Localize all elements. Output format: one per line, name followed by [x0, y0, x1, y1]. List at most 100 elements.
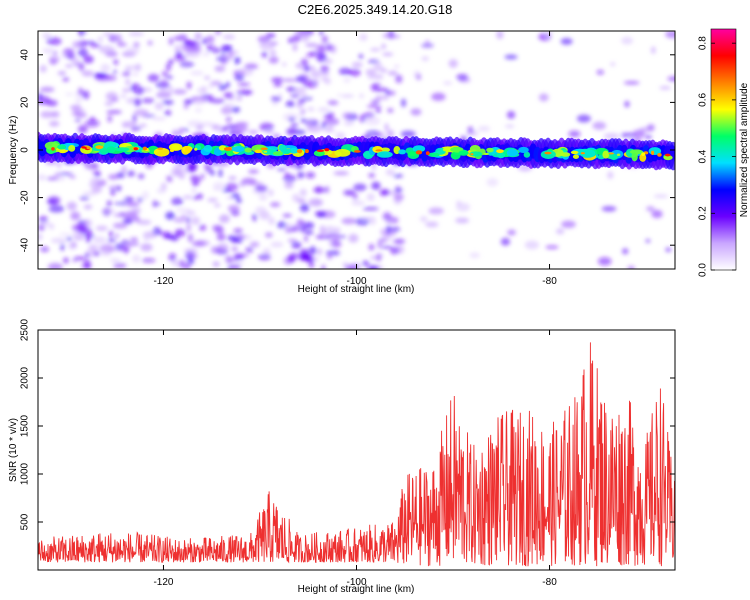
heatmap-cell	[209, 98, 226, 104]
heatmap-cell	[222, 34, 236, 40]
heatmap-cell	[327, 100, 339, 106]
heatmap-cell	[425, 221, 439, 228]
heatmap-cell	[336, 93, 342, 97]
heatmap-cell	[65, 64, 74, 68]
heatmap-cell	[320, 65, 329, 74]
heatmap-cell	[178, 34, 188, 38]
snr-ytick-label: 1000	[20, 462, 31, 485]
heatmap-cell	[68, 175, 76, 179]
heatmap-cell	[576, 114, 591, 123]
heatmap-cell	[622, 248, 629, 255]
heatmap-cell	[470, 153, 474, 156]
heatmap-cell	[179, 259, 184, 268]
heatmap-cell	[415, 150, 423, 155]
heatmap-cell	[261, 51, 268, 58]
heatmap-cell	[182, 45, 192, 51]
heatmap-cell	[284, 181, 294, 189]
spectrogram-xtick-label: -80	[542, 276, 557, 287]
heatmap-cell	[132, 72, 139, 76]
heatmap-cell	[287, 253, 296, 263]
heatmap-cell	[124, 247, 129, 254]
heatmap-cell	[172, 89, 187, 95]
heatmap-cell	[496, 149, 504, 154]
heatmap-cell	[293, 31, 305, 35]
heatmap-cell	[254, 149, 263, 154]
heatmap-cell	[143, 234, 150, 242]
heatmap-cell	[544, 151, 552, 155]
heatmap-cell	[380, 188, 390, 195]
heatmap-cell	[128, 31, 145, 37]
heatmap-cell	[369, 48, 381, 52]
heatmap-cell	[231, 106, 241, 113]
heatmap-cell	[330, 240, 342, 248]
spectrogram-ylabel: Frequency (Hz)	[8, 116, 19, 185]
heatmap-cell	[57, 144, 67, 150]
heatmap-cell	[540, 150, 556, 159]
heatmap-cell	[68, 144, 76, 152]
heatmap-cell	[157, 147, 164, 151]
heatmap-cell	[248, 130, 259, 134]
heatmap-cell	[602, 150, 609, 159]
heatmap-cell	[228, 176, 237, 180]
heatmap-cell	[302, 79, 319, 89]
heatmap-cell	[320, 76, 328, 82]
heatmap-cell	[179, 174, 185, 180]
heatmap-cell	[292, 43, 298, 52]
heatmap-cell	[352, 192, 358, 201]
heatmap-cell	[381, 43, 386, 50]
snr-xtick-label: -100	[346, 577, 366, 588]
heatmap-cell	[212, 187, 222, 191]
heatmap-cell	[184, 39, 190, 46]
colorbar-tick-label: 0.8	[698, 36, 709, 50]
heatmap-cell	[174, 228, 186, 237]
heatmap-cell	[307, 120, 312, 130]
heatmap-cell	[166, 175, 173, 183]
heatmap-cell	[77, 124, 88, 134]
heatmap-cell	[42, 32, 52, 39]
heatmap-cell	[412, 145, 426, 153]
heatmap-cell	[496, 31, 504, 40]
heatmap-cell	[129, 86, 136, 91]
heatmap-cell	[113, 59, 119, 65]
heatmap-cell	[325, 44, 333, 52]
heatmap-cell	[351, 200, 365, 206]
heatmap-cell	[123, 210, 138, 220]
heatmap-cell	[258, 253, 271, 261]
heatmap-cell	[171, 197, 184, 206]
heatmap-cell	[204, 75, 211, 80]
heatmap-cell	[393, 238, 406, 245]
heatmap-cell	[226, 116, 232, 123]
heatmap-cell	[100, 209, 116, 213]
heatmap-cell	[169, 149, 175, 153]
heatmap-cell	[71, 57, 80, 66]
heatmap-cell	[323, 114, 330, 119]
heatmap-cell	[221, 126, 229, 132]
heatmap-cell	[110, 98, 119, 102]
spectrogram-heatmap	[38, 31, 675, 269]
heatmap-cell	[108, 230, 114, 238]
heatmap-cell	[206, 35, 215, 44]
heatmap-cell	[85, 236, 91, 244]
heatmap-cell	[400, 130, 416, 138]
heatmap-cell	[186, 223, 191, 232]
heatmap-cell	[38, 225, 45, 231]
spectrogram-ticks: -120 -100 -80 -40 -20 0 20 40	[20, 31, 675, 287]
heatmap-cell	[137, 173, 145, 180]
heatmap-cell	[305, 171, 316, 179]
heatmap-cell	[301, 33, 310, 43]
colorbar-ticks: 0.0 0.2 0.4 0.6 0.8	[698, 36, 736, 277]
heatmap-cell	[168, 58, 174, 65]
heatmap-cell	[73, 256, 86, 261]
heatmap-cell	[395, 74, 403, 84]
heatmap-cell	[174, 44, 180, 54]
heatmap-cell	[102, 32, 113, 37]
heatmap-cell	[359, 93, 364, 99]
heatmap-cell	[173, 168, 183, 177]
heatmap-cell	[384, 123, 389, 132]
heatmap-cell	[252, 213, 258, 222]
heatmap-cell	[288, 117, 296, 122]
heatmap-cell	[59, 232, 71, 236]
heatmap-cell	[505, 124, 515, 128]
heatmap-cell	[367, 265, 379, 269]
heatmap-cell	[469, 252, 481, 259]
